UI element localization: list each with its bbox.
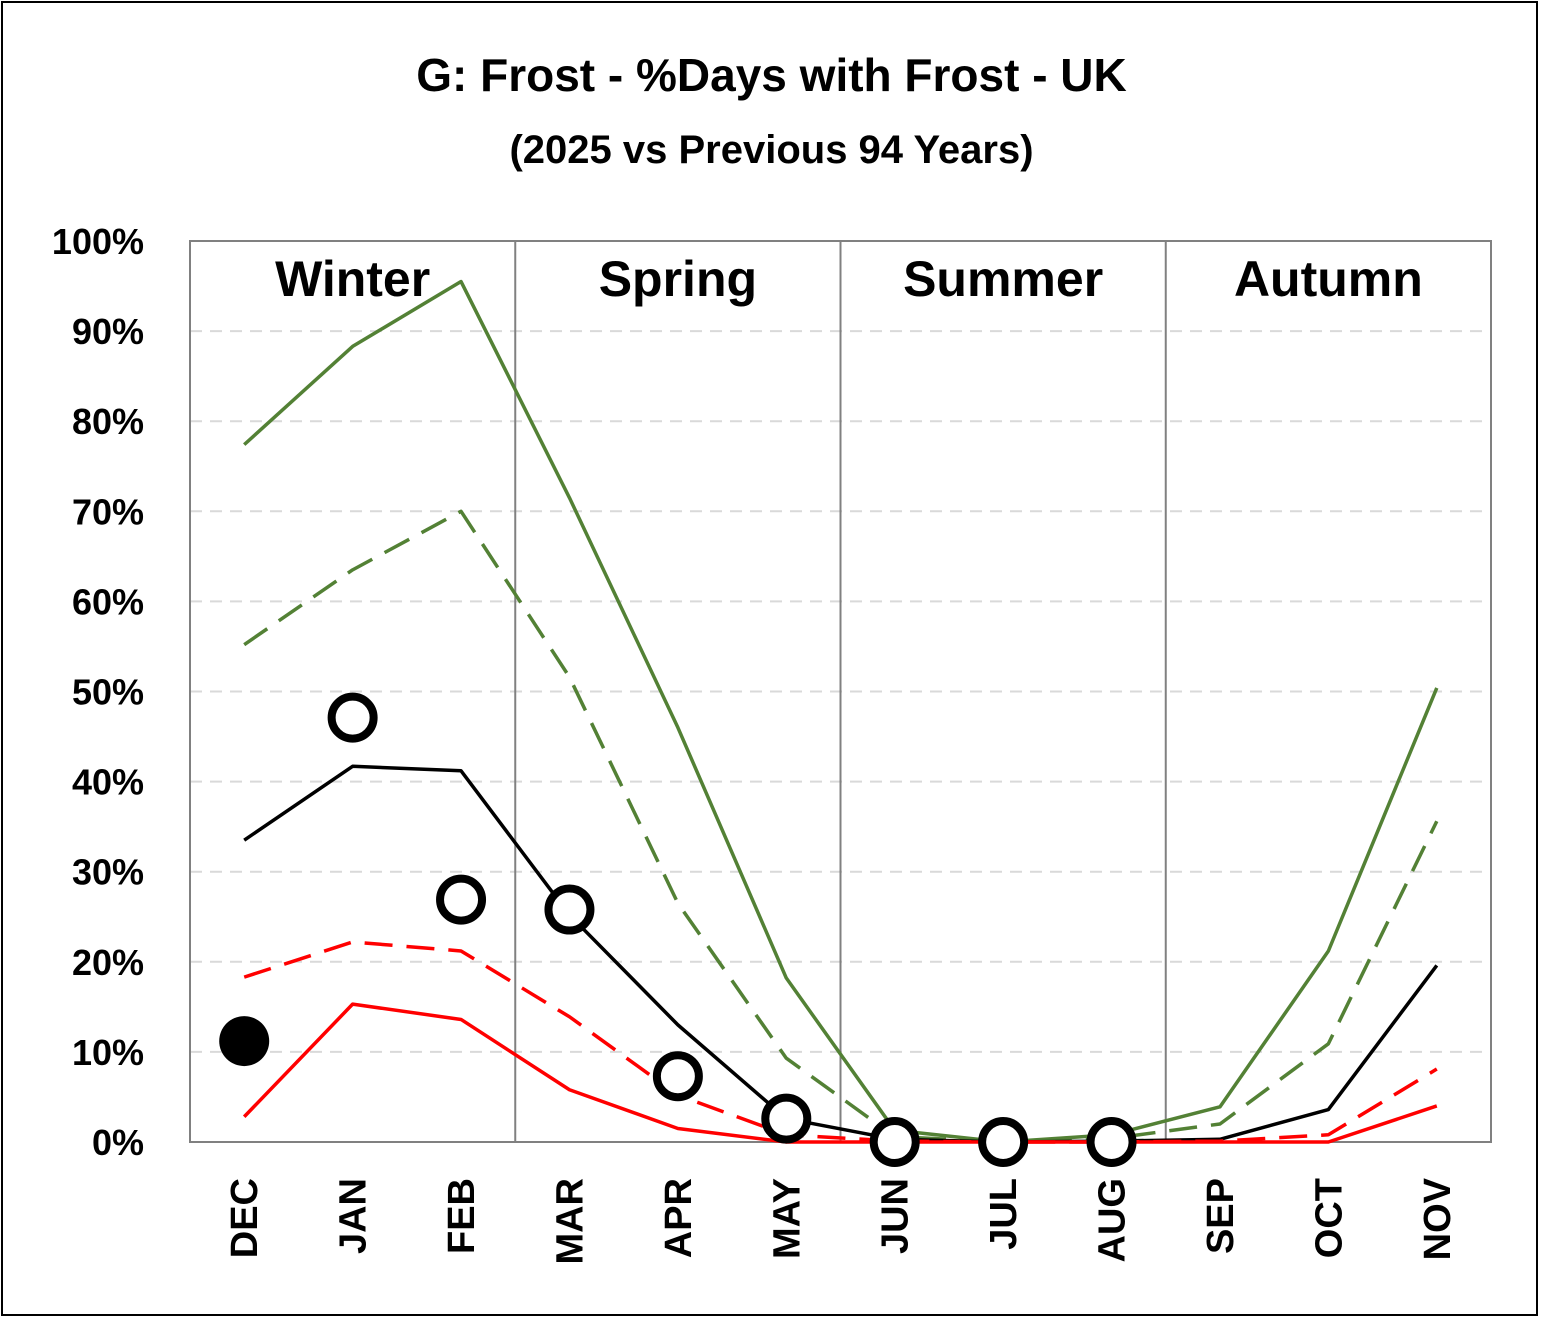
y-tick-label: 30% (72, 852, 144, 893)
season-label: Autumn (1234, 251, 1423, 307)
data-point-marker (761, 1093, 812, 1144)
x-tick-label: AUG (1092, 1178, 1134, 1262)
y-tick-label: 50% (72, 672, 144, 713)
data-point-marker (327, 692, 378, 743)
season-label: Spring (599, 251, 757, 307)
x-tick-label: MAR (549, 1178, 591, 1265)
data-point-marker (978, 1117, 1029, 1167)
data-point-marker (436, 874, 487, 925)
x-tick-label: APR (658, 1178, 700, 1258)
season-label: Winter (275, 251, 430, 307)
x-tick-label: FEB (441, 1178, 483, 1254)
y-tick-label: 10% (72, 1032, 144, 1073)
chart-title: G: Frost - %Days with Frost - UK (416, 49, 1127, 101)
series-line (243, 940, 1438, 1144)
y-tick-label: 0% (92, 1122, 144, 1163)
series-line (243, 509, 1439, 1144)
series-line (242, 1002, 1438, 1144)
data-point-marker (544, 884, 595, 935)
y-tick-label: 20% (72, 942, 144, 983)
data-point-marker (1086, 1117, 1137, 1167)
data-point-marker (652, 1051, 703, 1102)
y-tick-label: 70% (72, 491, 144, 532)
x-tick-label: OCT (1308, 1178, 1350, 1258)
series-line (243, 764, 1439, 1144)
y-tick-label: 90% (72, 311, 144, 352)
x-tick-label: JAN (333, 1178, 375, 1254)
x-tick-label: MAY (766, 1178, 808, 1259)
y-tick-label: 60% (72, 581, 144, 622)
x-tick-label: JUL (983, 1178, 1025, 1250)
x-tick-label: JUN (875, 1178, 917, 1254)
data-point-marker (219, 1016, 270, 1067)
series-line (243, 279, 1439, 1144)
y-tick-label: 100% (52, 221, 144, 262)
data-point-marker (869, 1117, 920, 1167)
x-tick-label: DEC (224, 1178, 266, 1258)
season-label: Summer (903, 251, 1103, 307)
x-tick-label: NOV (1417, 1177, 1459, 1260)
y-tick-label: 80% (72, 401, 144, 442)
y-tick-label: 40% (72, 762, 144, 803)
chart-subtitle: (2025 vs Previous 94 Years) (509, 128, 1034, 172)
x-tick-label: SEP (1200, 1178, 1242, 1254)
